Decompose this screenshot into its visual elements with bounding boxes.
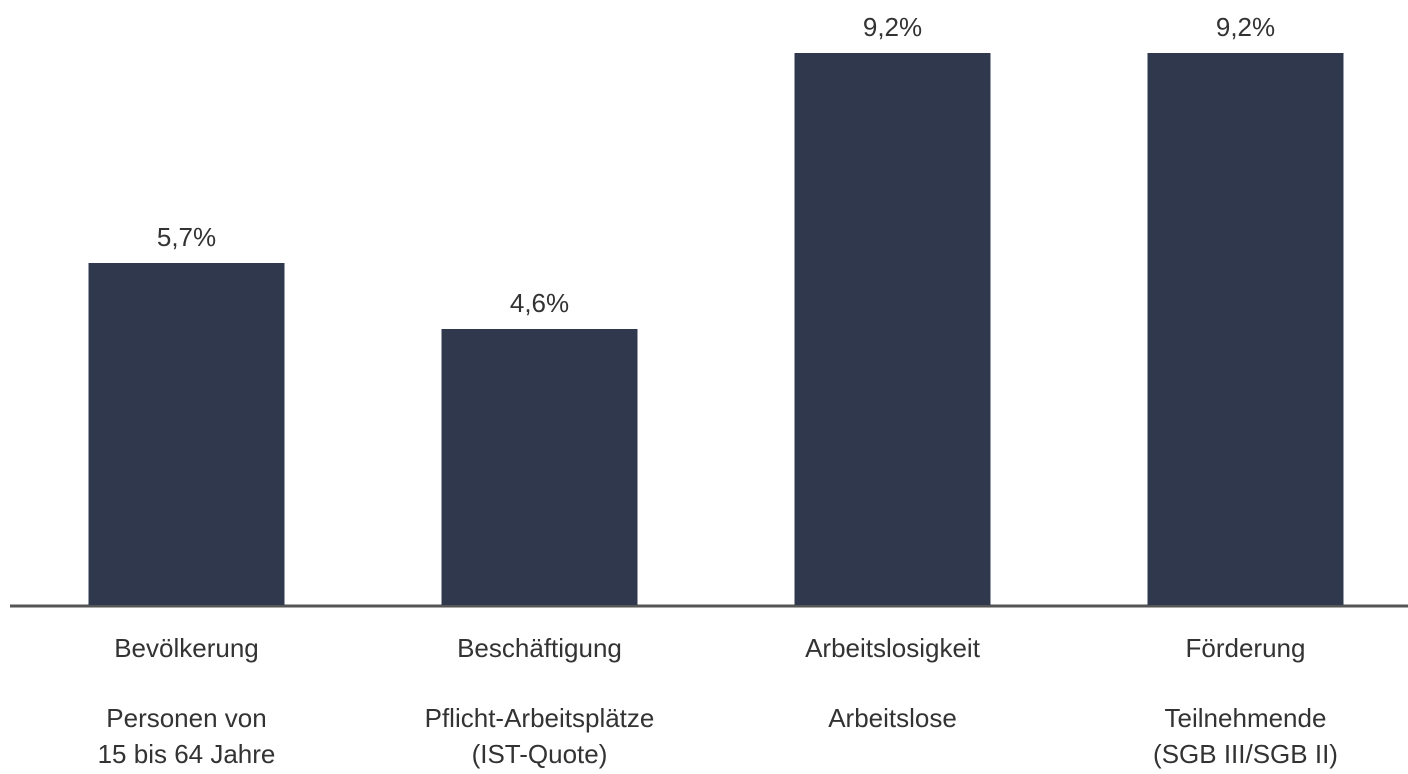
value-label: 9,2% [1216, 12, 1275, 42]
x-sub-label: (SGB III/SGB II) [1153, 739, 1338, 769]
x-tick-label: Arbeitslosigkeit [805, 633, 981, 663]
value-label: 4,6% [510, 288, 569, 318]
x-sub-label: Arbeitslose [828, 703, 957, 733]
x-sub-label: Pflicht-Arbeitsplätze [425, 703, 655, 733]
value-label: 5,7% [157, 222, 216, 252]
x-sub-label: Teilnehmende [1165, 703, 1327, 733]
bar [1147, 53, 1344, 605]
x-tick-label: Förderung [1186, 633, 1306, 663]
x-sub-label: 15 bis 64 Jahre [98, 739, 276, 769]
x-tick-label: Beschäftigung [457, 633, 622, 663]
bar [794, 53, 991, 605]
x-sub-label: (IST-Quote) [472, 739, 608, 769]
x-sub-label: Personen von [106, 703, 266, 733]
value-label: 9,2% [863, 12, 922, 42]
x-tick-label: Bevölkerung [114, 633, 259, 663]
bar [88, 263, 285, 605]
bar [441, 329, 638, 605]
